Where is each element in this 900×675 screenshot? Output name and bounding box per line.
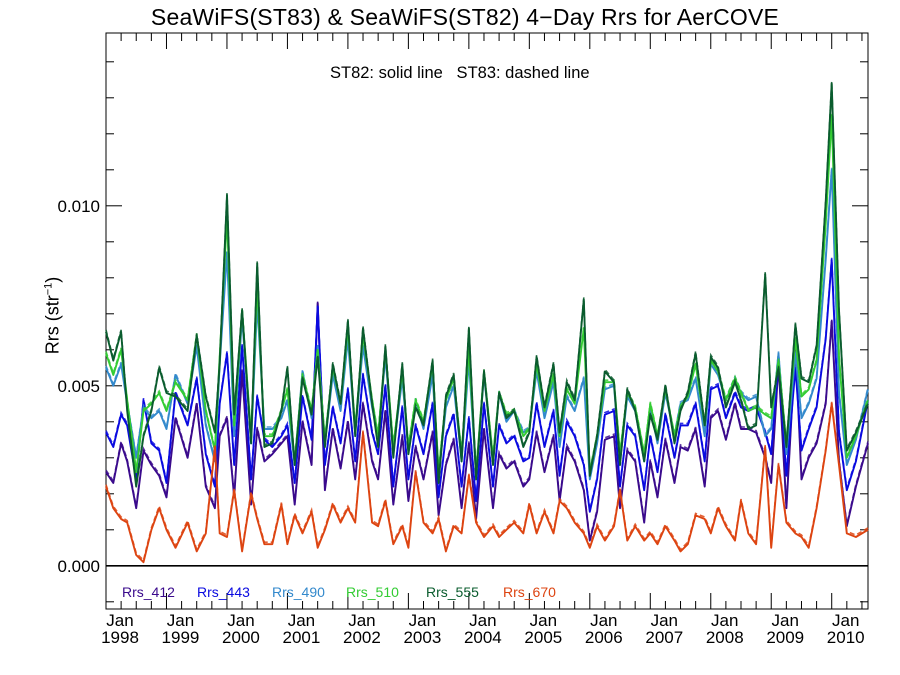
- x-tick-label-year: 2002: [343, 628, 381, 647]
- x-tick-label-year: 2007: [645, 628, 683, 647]
- x-tick-label-month: Jan: [590, 611, 617, 630]
- x-tick-label-year: 1998: [101, 628, 139, 647]
- y-tick-label: 0.005: [57, 377, 100, 396]
- x-tick-label-year: 2000: [222, 628, 260, 647]
- x-tick-label-month: Jan: [530, 611, 557, 630]
- y-tick-label: 0.000: [57, 557, 100, 576]
- plot-frame: [105, 32, 869, 610]
- series-line-st82-Rrs_412: [105, 302, 869, 542]
- x-tick-label-month: Jan: [227, 611, 254, 630]
- x-tick-label-month: Jan: [288, 611, 315, 630]
- series-line-st82-Rrs_443: [105, 258, 869, 513]
- x-tick-label-month: Jan: [106, 611, 133, 630]
- legend-item-Rrs_412: Rrs_412: [122, 584, 175, 600]
- legend-item-Rrs_670: Rrs_670: [503, 584, 556, 600]
- x-tick-label-year: 1999: [162, 628, 200, 647]
- legend-item-Rrs_510: Rrs_510: [346, 584, 399, 600]
- legend-item-Rrs_555: Rrs_555: [426, 584, 479, 600]
- x-tick-label-year: 2005: [524, 628, 562, 647]
- x-tick-label-month: Jan: [409, 611, 436, 630]
- x-tick-label-year: 2006: [585, 628, 623, 647]
- x-tick-label-year: 2010: [827, 628, 865, 647]
- x-tick-label-month: Jan: [832, 611, 859, 630]
- x-tick-label-month: Jan: [651, 611, 678, 630]
- series-line-st82-Rrs_510: [105, 114, 869, 474]
- x-tick-label-month: Jan: [711, 611, 738, 630]
- x-tick-label-month: Jan: [348, 611, 375, 630]
- chart-title: SeaWiFS(ST83) & SeaWiFS(ST82) 4−Day Rrs …: [150, 4, 780, 30]
- x-tick-label-year: 2004: [464, 628, 502, 647]
- legend-item-Rrs_490: Rrs_490: [272, 584, 325, 600]
- x-tick-label-year: 2003: [403, 628, 441, 647]
- x-tick-label-month: Jan: [772, 611, 799, 630]
- series-line-st82-Rrs_555: [105, 82, 869, 488]
- y-tick-label: 0.010: [57, 197, 100, 216]
- x-tick-label-month: Jan: [469, 611, 496, 630]
- legend-item-Rrs_443: Rrs_443: [197, 584, 250, 600]
- x-tick-label-year: 2009: [766, 628, 804, 647]
- series-line-st83-Rrs_443: [105, 257, 869, 510]
- series-line-st82-Rrs_670: [105, 402, 869, 564]
- chart-annotation: ST82: solid line ST83: dashed line: [330, 64, 590, 82]
- x-tick-label-year: 2001: [283, 628, 321, 647]
- x-tick-label-year: 2008: [706, 628, 744, 647]
- series-line-st83-Rrs_510: [105, 113, 869, 471]
- x-tick-label-month: Jan: [167, 611, 194, 630]
